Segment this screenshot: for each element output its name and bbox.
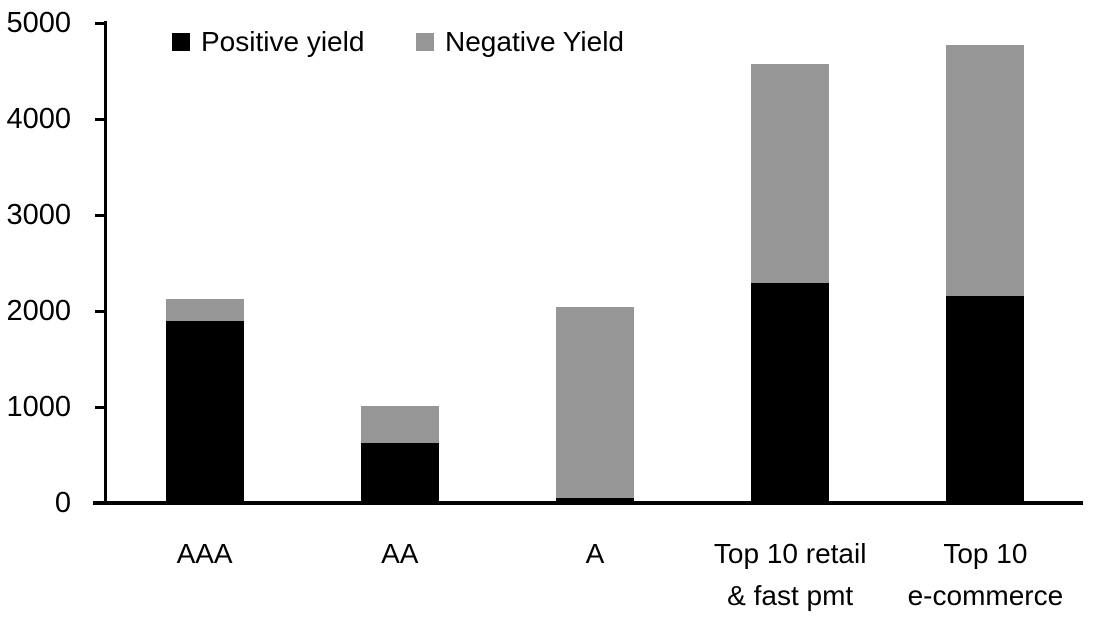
legend-label-negative-yield: Negative Yield [445, 26, 625, 57]
x-axis [93, 501, 1083, 505]
bar-segment-negative-yield [751, 64, 830, 284]
bar-group [360, 0, 439, 503]
y-axis-tick [95, 213, 107, 217]
legend-item-positive-yield: Positive yield [172, 25, 364, 59]
y-axis-tick-label: 4000 [6, 103, 71, 135]
legend-swatch-positive-yield-icon [172, 33, 190, 51]
bar-segment-positive-yield [946, 295, 1025, 503]
x-category-label: A [585, 538, 605, 569]
bar-segment-positive-yield [556, 498, 634, 503]
y-axis-tick-label: 1000 [6, 391, 71, 423]
y-axis-tick-label: 3000 [6, 199, 71, 231]
bar-segment-positive-yield [751, 283, 830, 503]
y-axis [104, 21, 107, 505]
y-axis-tick [95, 117, 107, 121]
bar-group [946, 0, 1025, 503]
legend-item-negative-yield: Negative Yield [416, 25, 624, 59]
x-category-label: AA [381, 538, 419, 569]
bar-segment-positive-yield [360, 442, 439, 503]
bar-group [751, 0, 830, 503]
y-axis-tick-label: 2000 [6, 295, 71, 327]
y-axis-tick [95, 309, 107, 313]
bar-segment-positive-yield [165, 320, 244, 503]
x-category-label: Top 10 retail & fast pmt [713, 538, 867, 611]
y-axis-tick-label: 0 [54, 487, 71, 519]
bar-group [556, 0, 634, 503]
bar-group [165, 0, 244, 503]
y-axis-tick [95, 21, 107, 25]
legend-label-positive-yield: Positive yield [201, 26, 365, 57]
legend-swatch-negative-yield-icon [416, 33, 434, 51]
bar-segment-negative-yield [946, 45, 1025, 296]
x-category-label: Top 10 e-commerce [907, 538, 1064, 611]
bar-segment-negative-yield [165, 298, 244, 321]
y-axis-tick [95, 405, 107, 409]
bar-segment-negative-yield [360, 406, 439, 443]
bar-segment-negative-yield [556, 307, 634, 499]
x-category-label: AAA [176, 538, 233, 569]
y-axis-tick-label: 5000 [6, 7, 71, 39]
